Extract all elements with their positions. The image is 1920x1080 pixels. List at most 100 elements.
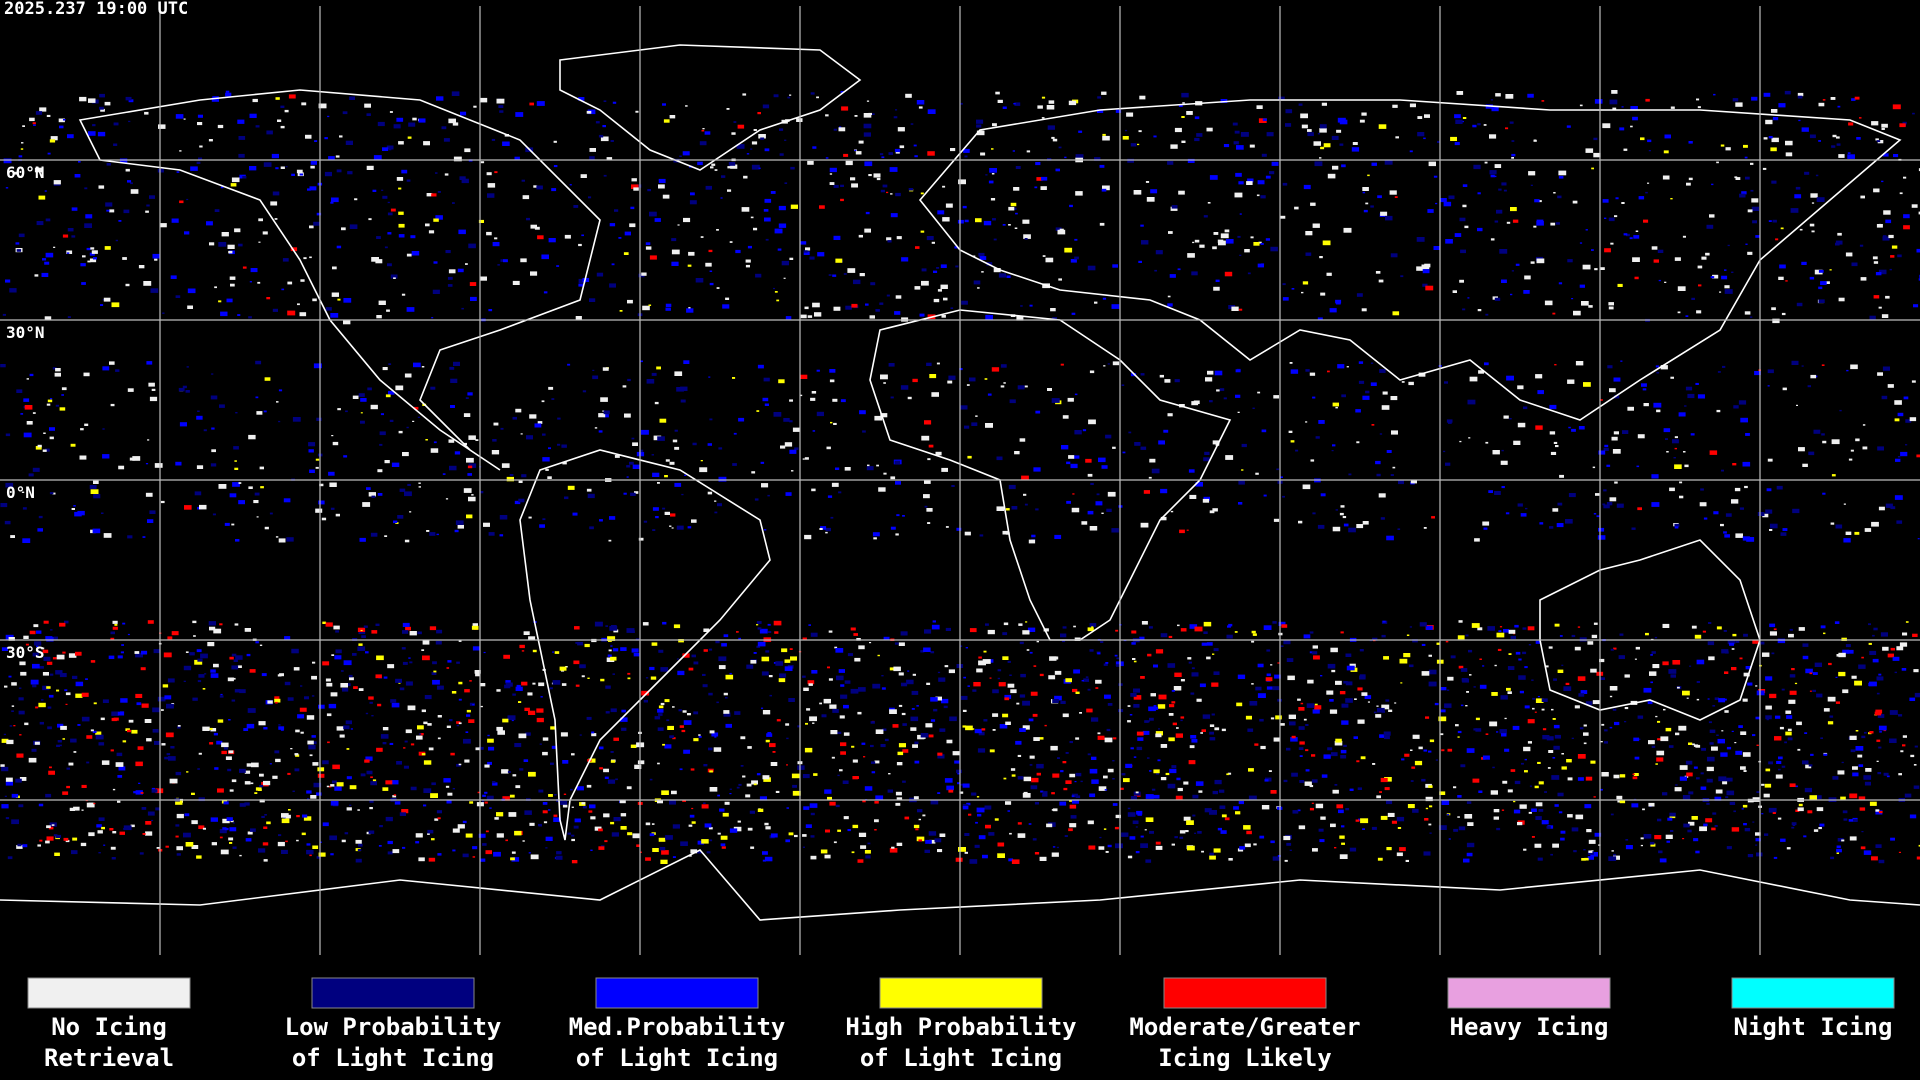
icing-pixel	[355, 839, 362, 844]
icing-pixel	[456, 721, 461, 724]
icing-pixel	[1186, 529, 1189, 531]
icing-pixel	[376, 655, 384, 661]
icing-pixel	[1228, 623, 1233, 627]
icing-pixel	[84, 223, 92, 228]
icing-pixel	[610, 760, 616, 763]
icing-pixel	[1381, 704, 1390, 710]
icing-pixel	[759, 628, 768, 634]
icing-pixel	[127, 729, 131, 733]
icing-pixel	[1590, 760, 1596, 764]
icing-pixel	[955, 265, 959, 268]
icing-pixel	[127, 633, 130, 636]
icing-pixel	[93, 802, 96, 805]
icing-pixel	[1212, 440, 1220, 445]
icing-pixel	[1674, 257, 1681, 261]
icing-pixel	[1538, 809, 1544, 812]
icing-pixel	[1048, 100, 1055, 104]
icing-pixel	[182, 385, 187, 389]
icing-pixel	[773, 620, 782, 626]
icing-pixel	[1149, 717, 1154, 721]
icing-pixel	[1289, 362, 1293, 364]
icing-pixel	[589, 156, 595, 160]
icing-pixel	[1285, 123, 1292, 127]
icing-pixel	[1504, 717, 1507, 720]
icing-pixel	[627, 677, 631, 680]
icing-pixel	[1364, 695, 1372, 699]
icing-pixel	[486, 231, 492, 236]
icing-pixel	[1320, 675, 1323, 677]
icing-pixel	[1367, 174, 1370, 177]
icing-pixel	[1609, 695, 1613, 698]
icing-pixel	[1046, 105, 1055, 110]
icing-pixel	[942, 217, 950, 222]
icing-pixel	[1087, 265, 1096, 271]
icing-pixel	[1655, 763, 1658, 765]
icing-pixel	[916, 836, 925, 842]
icing-pixel	[1741, 191, 1747, 195]
icing-pixel	[671, 790, 677, 795]
icing-pixel	[1743, 144, 1748, 148]
icing-pixel	[863, 113, 872, 118]
icing-pixel	[536, 717, 544, 723]
icing-pixel	[579, 734, 582, 736]
icing-pixel	[1209, 737, 1216, 741]
icing-pixel	[1511, 153, 1516, 157]
icing-pixel	[434, 818, 439, 821]
icing-pixel	[1301, 291, 1304, 294]
icing-pixel	[1858, 796, 1866, 801]
icing-pixel	[232, 846, 237, 849]
icing-pixel	[1571, 827, 1579, 832]
icing-pixel	[115, 762, 124, 767]
icing-pixel	[209, 727, 213, 730]
icing-pixel	[475, 673, 481, 677]
icing-pixel	[364, 759, 370, 763]
icing-pixel	[916, 705, 919, 707]
icing-pixel	[339, 135, 343, 138]
icing-pixel	[269, 763, 272, 765]
icing-pixel	[272, 191, 280, 196]
icing-pixel	[73, 806, 80, 811]
icing-pixel	[881, 675, 884, 677]
icing-pixel	[662, 103, 666, 106]
icing-pixel	[1556, 523, 1564, 528]
icing-pixel	[1298, 825, 1306, 830]
icing-pixel	[1055, 168, 1060, 172]
icing-pixel	[54, 852, 60, 856]
icing-pixel	[1394, 702, 1397, 704]
icing-pixel	[1878, 811, 1883, 814]
icing-pixel	[331, 435, 334, 437]
icing-pixel	[382, 147, 389, 151]
icing-pixel	[1010, 202, 1017, 207]
icing-pixel	[249, 669, 256, 673]
icing-pixel	[1104, 737, 1113, 743]
icing-pixel	[284, 681, 291, 686]
icing-pixel	[1387, 812, 1395, 817]
icing-pixel	[1088, 419, 1096, 425]
icing-pixel	[1890, 255, 1895, 258]
icing-pixel	[994, 818, 999, 821]
icing-pixel	[336, 726, 344, 731]
icing-pixel	[1043, 628, 1049, 632]
icing-pixel	[471, 625, 479, 630]
icing-pixel	[1160, 744, 1168, 748]
icing-pixel	[304, 696, 309, 700]
icing-pixel	[1827, 696, 1836, 702]
icing-pixel	[1583, 732, 1589, 736]
icing-pixel	[437, 715, 442, 718]
icing-pixel	[1849, 735, 1857, 740]
icing-pixel	[1213, 232, 1219, 235]
icing-pixel	[257, 281, 261, 284]
icing-pixel	[554, 794, 557, 796]
icing-pixel	[1752, 640, 1759, 644]
icing-pixel	[590, 816, 596, 820]
icing-pixel	[931, 624, 940, 630]
icing-pixel	[974, 728, 982, 734]
icing-pixel	[453, 156, 462, 162]
icing-pixel	[358, 393, 365, 397]
icing-pixel	[346, 748, 350, 750]
icing-pixel	[1345, 653, 1352, 657]
icing-pixel	[621, 727, 627, 731]
icing-pixel	[1695, 850, 1700, 854]
icing-pixel	[330, 692, 338, 697]
icing-pixel	[1440, 198, 1447, 203]
